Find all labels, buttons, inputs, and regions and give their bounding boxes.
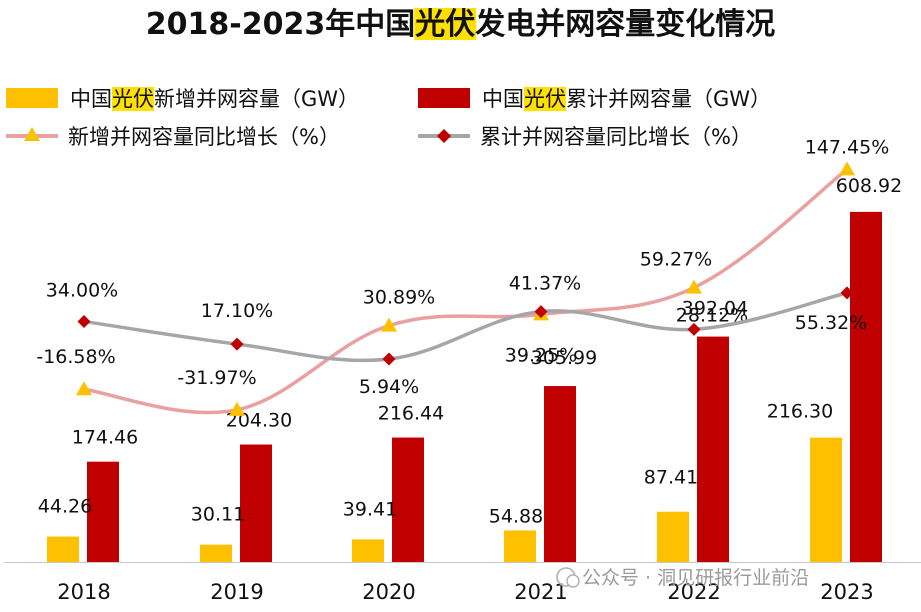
legend-cumulative-capacity-label: 中国光伏累计并网容量（GW） <box>482 87 771 111</box>
label-new-growth: 39.25% <box>505 344 577 366</box>
bar-cumulative-capacity <box>697 336 729 562</box>
legend-new-capacity-label-part: 新增并网容量（GW） <box>154 87 359 111</box>
x-tick-label: 2021 <box>514 580 567 604</box>
label-cumulative-growth: 5.94% <box>359 376 419 398</box>
label-new-growth: 147.45% <box>805 136 890 158</box>
legend-highlight-box <box>112 87 154 111</box>
x-axis-ticks: 2018 2019 2020 2021 2022 2023 <box>57 580 873 604</box>
bar-new-capacity <box>47 536 79 562</box>
watermark: 公众号 · 洞见研报行业前沿 <box>556 567 809 589</box>
label-cumulative-capacity: 608.92 <box>836 175 902 197</box>
line-cumulative-growth <box>83 291 848 363</box>
chart-title-prefix: 2018-2023年中国 <box>146 7 415 42</box>
bar-new-capacity <box>504 530 536 562</box>
legend-swatch-new-capacity <box>6 88 58 108</box>
bar-new-capacity <box>657 511 689 562</box>
marker-new-growth <box>381 317 397 332</box>
bar-cumulative-capacity <box>544 386 576 562</box>
label-cumulative-growth: 55.32% <box>795 312 867 334</box>
chart-title-highlight: 光伏 <box>415 7 475 42</box>
label-new-capacity: 39.41 <box>343 498 397 520</box>
legend-new-capacity-label-part: 中国 <box>70 87 112 111</box>
marker-cumulative-growth <box>534 305 548 319</box>
label-new-capacity: 216.30 <box>767 401 833 423</box>
data-labels: 44.26 30.11 39.41 54.8887.41216.30174.46204… <box>36 136 902 527</box>
label-cumulative-capacity: 216.44 <box>378 403 444 425</box>
legend-cumulative-growth-label: 累计并网容量同比增长（%） <box>480 125 752 149</box>
legend-swatch-cumulative-capacity <box>418 88 470 108</box>
marker-cumulative-growth <box>840 286 854 300</box>
label-new-capacity: 44.26 <box>38 496 92 518</box>
label-new-growth: -16.58% <box>36 346 115 368</box>
legend-marker-diamond <box>437 129 451 143</box>
x-tick-label: 2023 <box>820 580 873 604</box>
x-tick-label: 2018 <box>57 580 110 604</box>
watermark-text: 公众号 · 洞见研报行业前沿 <box>582 567 809 589</box>
label-new-growth: 30.89% <box>363 287 435 309</box>
label-new-capacity: 87.41 <box>644 467 698 489</box>
line-new-growth <box>83 168 849 415</box>
x-tick-label: 2020 <box>362 580 415 604</box>
legend-highlight-box <box>524 87 566 111</box>
legend-marker-triangle <box>24 127 40 141</box>
bar-cumulative-capacity <box>240 444 272 562</box>
label-cumulative-capacity: 305.99 <box>531 347 597 369</box>
label-new-growth: 59.27% <box>640 249 712 271</box>
chart-title-text: 2018-2023年中国光伏发电并网容量变化情况 <box>146 7 775 42</box>
marker-new-growth <box>76 381 92 396</box>
title-highlight-box <box>414 8 477 40</box>
bars <box>47 211 882 562</box>
label-cumulative-capacity: 174.46 <box>72 427 138 449</box>
marker-cumulative-growth <box>382 352 396 366</box>
label-new-growth: -31.97% <box>177 367 256 389</box>
marker-new-growth <box>686 279 702 294</box>
legend-cumulative-capacity-label-part: 光伏 <box>524 87 566 111</box>
label-cumulative-capacity: 392.04 <box>682 298 748 320</box>
marker-cumulative-growth <box>230 337 244 351</box>
legend-new-capacity-label-part: 光伏 <box>112 87 154 111</box>
bar-cumulative-capacity <box>392 437 424 562</box>
label-cumulative-growth: 41.37% <box>509 273 581 295</box>
x-tick-label: 2019 <box>210 580 263 604</box>
legend-cumulative-capacity-label-part: 累计并网容量（GW） <box>566 87 771 111</box>
bar-cumulative-capacity <box>87 461 119 562</box>
legend: 中国光伏新增并网容量（GW） 中国光伏累计并网容量（GW）新增并网容量同比增长（%… <box>6 87 771 149</box>
bar-new-capacity <box>200 544 232 562</box>
bar-new-capacity <box>352 539 384 562</box>
legend-cumulative-capacity-label-part: 中国 <box>482 87 524 111</box>
label-cumulative-growth: 34.00% <box>46 279 118 301</box>
chart-title-suffix: 发电并网容量变化情况 <box>474 7 775 42</box>
chart-title: 2018-2023年中国光伏发电并网容量变化情况 <box>146 7 775 42</box>
label-cumulative-growth: 17.10% <box>201 300 273 322</box>
marker-new-growth <box>839 161 855 176</box>
legend-new-capacity-label: 中国光伏新增并网容量（GW） <box>70 87 359 111</box>
marker-cumulative-growth <box>687 322 701 336</box>
label-new-capacity: 30.11 <box>191 504 245 526</box>
label-cumulative-growth: 28.12% <box>676 304 748 326</box>
marker-new-growth <box>229 401 245 416</box>
marker-cumulative-growth <box>77 314 91 328</box>
lines <box>76 161 855 416</box>
bar-cumulative-capacity <box>850 211 882 562</box>
legend-new-growth-label: 新增并网容量同比增长（%） <box>68 125 340 149</box>
x-tick-label: 2022 <box>667 580 720 604</box>
label-new-capacity: 54.88 <box>489 505 543 527</box>
bar-new-capacity <box>810 437 842 562</box>
wechat-icon-bubble <box>566 574 580 588</box>
